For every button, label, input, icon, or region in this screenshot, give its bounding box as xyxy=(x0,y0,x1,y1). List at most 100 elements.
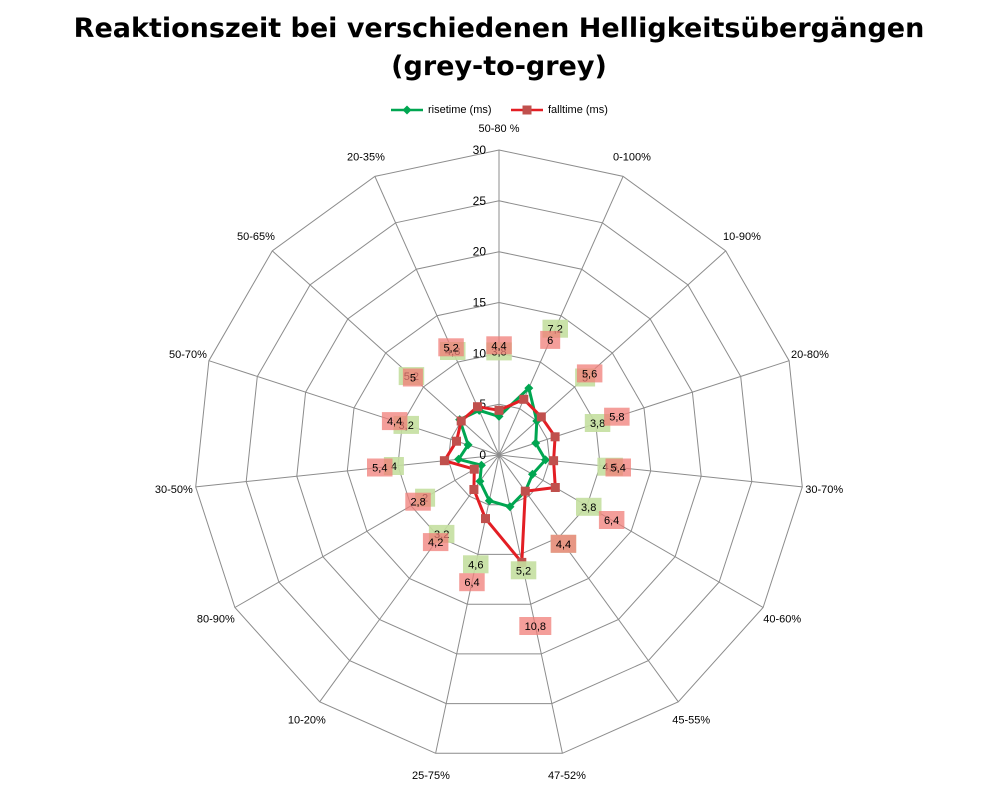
falltime-data-label: 5 xyxy=(410,373,416,385)
category-label: 0-100% xyxy=(613,151,651,163)
radial-tick-label: 0 xyxy=(479,448,486,462)
falltime-marker xyxy=(549,456,559,466)
radial-tick-label: 10 xyxy=(473,346,487,360)
grid-spoke xyxy=(195,454,500,488)
risetime-marker xyxy=(524,383,534,393)
legend-entry-falltime: falltime (ms) xyxy=(510,101,608,119)
falltime-data-label: 4,4 xyxy=(491,340,506,352)
falltime-data-label-box xyxy=(422,533,449,552)
chart-title-line-1: Reaktionszeit bei verschiedenen Helligke… xyxy=(73,13,925,44)
radar-grid xyxy=(195,149,803,754)
radial-tick-label: 20 xyxy=(473,245,487,259)
risetime-data-label: 5,2 xyxy=(516,565,531,577)
risetime-marker xyxy=(531,438,541,448)
grid-spoke xyxy=(234,454,500,608)
risetime-data-label: 4,6 xyxy=(468,559,483,571)
falltime-data-labels: 4,4 6 5,6 5,8 5,4 6,4 4,4 10,8 6,4 4,2 2,8 5,4 4,4 5 5… xyxy=(367,330,631,635)
grid-spoke xyxy=(498,454,764,608)
legend-falltime-marker-icon xyxy=(511,105,543,115)
falltime-data-label-box xyxy=(402,368,423,387)
falltime-data-label: 5,6 xyxy=(582,368,597,380)
falltime-data-label-box xyxy=(459,573,485,592)
falltime-data-label-box xyxy=(576,364,603,383)
falltime-data-label-box xyxy=(598,511,625,529)
falltime-marker xyxy=(550,432,560,442)
radial-tick-label: 25 xyxy=(473,194,487,208)
legend: risetime (ms) falltime (ms) xyxy=(390,101,630,119)
falltime-marker xyxy=(452,436,461,446)
falltime-marker xyxy=(473,402,482,412)
grid-spoke xyxy=(435,454,500,754)
falltime-data-label-box xyxy=(405,492,431,511)
risetime-marker xyxy=(505,502,515,512)
category-label: 25-75% xyxy=(412,770,450,782)
falltime-data-label-box xyxy=(438,338,464,357)
risetime-marker xyxy=(463,440,473,450)
category-label: 47-52% xyxy=(548,770,586,782)
falltime-marker xyxy=(494,405,504,415)
falltime-data-label: 5,4 xyxy=(611,463,626,475)
risetime-data-label: 3,8 xyxy=(581,502,596,514)
chart-title-line-2: (grey-to-grey) xyxy=(391,51,607,82)
falltime-marker xyxy=(469,464,479,474)
grid-spoke xyxy=(208,360,500,456)
risetime-marker xyxy=(476,460,486,470)
category-label: 30-70% xyxy=(805,484,843,496)
falltime-data-label: 6,4 xyxy=(604,515,619,527)
falltime-data-label: 5,8 xyxy=(609,412,624,424)
radial-tick-label: 30 xyxy=(473,143,487,157)
risetime-data-label-box xyxy=(463,555,489,574)
grid-ring xyxy=(346,301,652,605)
falltime-data-label: 4,4 xyxy=(556,539,571,551)
falltime-marker xyxy=(520,486,530,496)
risetime-data-label-box xyxy=(510,561,537,580)
series-falltime xyxy=(439,394,560,567)
falltime-data-label: 2,8 xyxy=(410,497,425,509)
falltime-data-label-box xyxy=(550,534,577,553)
falltime-data-label: 4,2 xyxy=(428,537,443,549)
falltime-marker xyxy=(550,483,560,492)
falltime-data-label: 6 xyxy=(547,335,553,347)
grid-spoke xyxy=(498,454,679,703)
category-label: 45-55% xyxy=(672,715,710,727)
falltime-data-label-box xyxy=(381,412,408,431)
risetime-marker xyxy=(528,469,537,479)
risetime-line xyxy=(457,386,547,509)
falltime-marker xyxy=(519,394,529,404)
category-label: 10-20% xyxy=(288,715,326,727)
grid-ring xyxy=(195,149,803,754)
category-label: 50-65% xyxy=(237,231,275,243)
grid-spoke xyxy=(319,454,500,703)
risetime-marker xyxy=(541,455,550,465)
falltime-data-label-box xyxy=(604,407,630,426)
category-label: 10-90% xyxy=(723,231,761,243)
falltime-data-label: 10,8 xyxy=(525,621,546,633)
grid-ring xyxy=(397,352,601,555)
legend-risetime-label: risetime (ms) xyxy=(428,104,492,116)
falltime-data-label-box xyxy=(540,330,561,349)
category-label: 20-35% xyxy=(347,151,385,163)
falltime-marker xyxy=(469,485,479,494)
radial-tick-label: 15 xyxy=(473,296,487,310)
grid-spoke xyxy=(498,360,790,456)
falltime-data-label: 5,2 xyxy=(443,342,458,354)
falltime-data-label: 5,4 xyxy=(372,463,387,475)
falltime-line xyxy=(442,397,557,564)
falltime-marker xyxy=(439,456,449,466)
category-label: 80-90% xyxy=(197,614,235,626)
category-label: 20-80% xyxy=(791,349,829,361)
grid-ring xyxy=(296,251,702,655)
legend-entry-risetime: risetime (ms) xyxy=(390,101,492,119)
falltime-marker xyxy=(481,514,490,524)
falltime-data-label-box xyxy=(519,617,552,635)
category-label: 50-70% xyxy=(169,349,207,361)
risetime-data-label: 3,8 xyxy=(590,418,605,430)
grid-spoke xyxy=(498,176,624,456)
risetime-data-label-box xyxy=(576,497,602,516)
grid-ring xyxy=(245,200,753,705)
falltime-data-label-box xyxy=(486,336,512,355)
legend-falltime-label: falltime (ms) xyxy=(548,104,608,116)
risetime-data-label-box xyxy=(584,414,611,432)
falltime-data-label-box xyxy=(605,458,631,477)
